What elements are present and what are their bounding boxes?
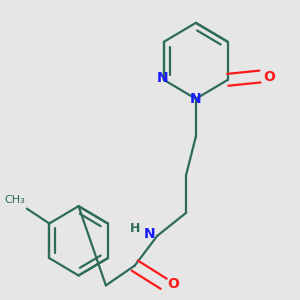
Text: N: N bbox=[190, 92, 202, 106]
Text: O: O bbox=[263, 70, 275, 83]
Text: CH₃: CH₃ bbox=[4, 195, 25, 205]
Text: H: H bbox=[130, 222, 141, 235]
Text: O: O bbox=[167, 277, 179, 291]
Text: N: N bbox=[143, 227, 155, 241]
Text: N: N bbox=[156, 71, 168, 85]
